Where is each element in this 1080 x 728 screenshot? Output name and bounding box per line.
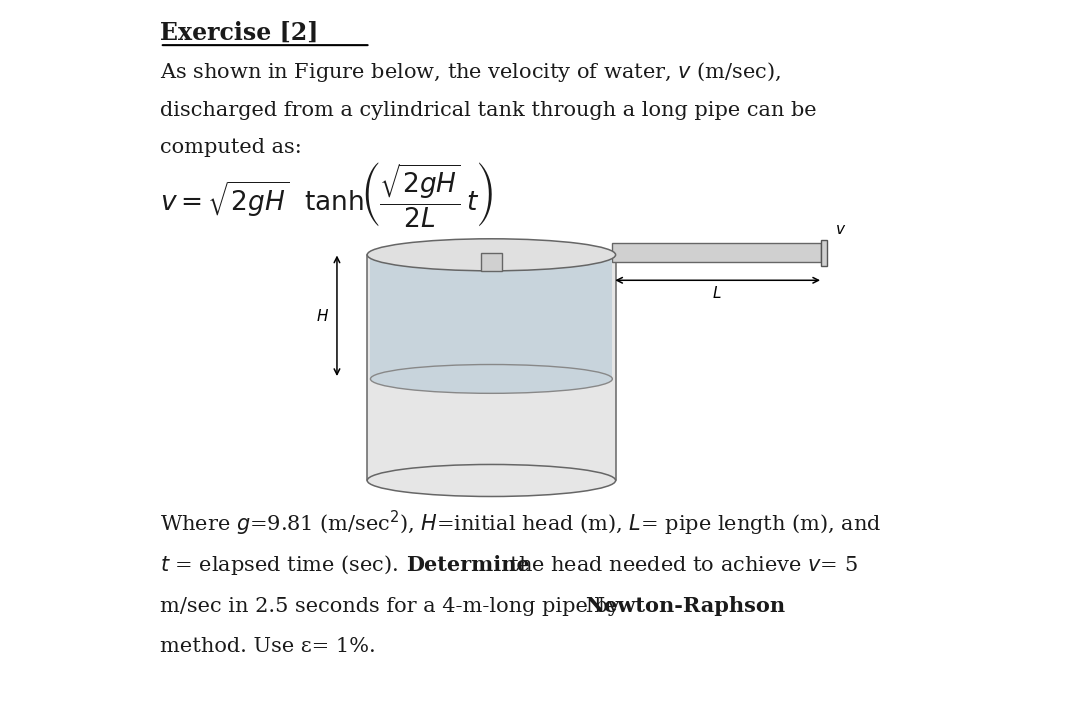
Text: $L$: $L$ <box>712 285 721 301</box>
Text: As shown in Figure below, the velocity of water, $\it{v}$ (m/sec),: As shown in Figure below, the velocity o… <box>160 60 781 84</box>
Text: Newton-Raphson: Newton-Raphson <box>585 596 785 615</box>
Text: m/sec in 2.5 seconds for a 4-m-long pipe by: m/sec in 2.5 seconds for a 4-m-long pipe… <box>160 596 626 615</box>
Text: discharged from a cylindrical tank through a long pipe can be: discharged from a cylindrical tank throu… <box>160 101 816 120</box>
Text: computed as:: computed as: <box>160 138 301 157</box>
Bar <box>821 240 827 266</box>
Text: Where $g$=9.81 (m/sec$^2$), $H$=initial head (m), $L$= pipe length (m), and: Where $g$=9.81 (m/sec$^2$), $H$=initial … <box>160 509 881 538</box>
Bar <box>367 255 616 480</box>
Text: $H$: $H$ <box>316 308 329 324</box>
Text: $t$ = elapsed time (sec).: $t$ = elapsed time (sec). <box>160 553 401 577</box>
Text: $v = \sqrt{2gH}\ \ \mathrm{tanh}\!\left(\dfrac{\sqrt{2gH}}{2L}\,t\right)$: $v = \sqrt{2gH}\ \ \mathrm{tanh}\!\left(… <box>160 161 494 229</box>
Ellipse shape <box>370 365 612 393</box>
Ellipse shape <box>367 464 616 496</box>
Text: $v$: $v$ <box>835 223 846 237</box>
Bar <box>370 255 612 379</box>
Bar <box>612 243 821 262</box>
Text: Determine: Determine <box>406 555 530 575</box>
Ellipse shape <box>367 239 616 271</box>
Bar <box>481 253 502 271</box>
Text: Exercise [2]: Exercise [2] <box>160 21 319 45</box>
Text: method. Use ε= 1%.: method. Use ε= 1%. <box>160 636 376 655</box>
Text: the head needed to achieve $v$= 5: the head needed to achieve $v$= 5 <box>503 556 858 575</box>
